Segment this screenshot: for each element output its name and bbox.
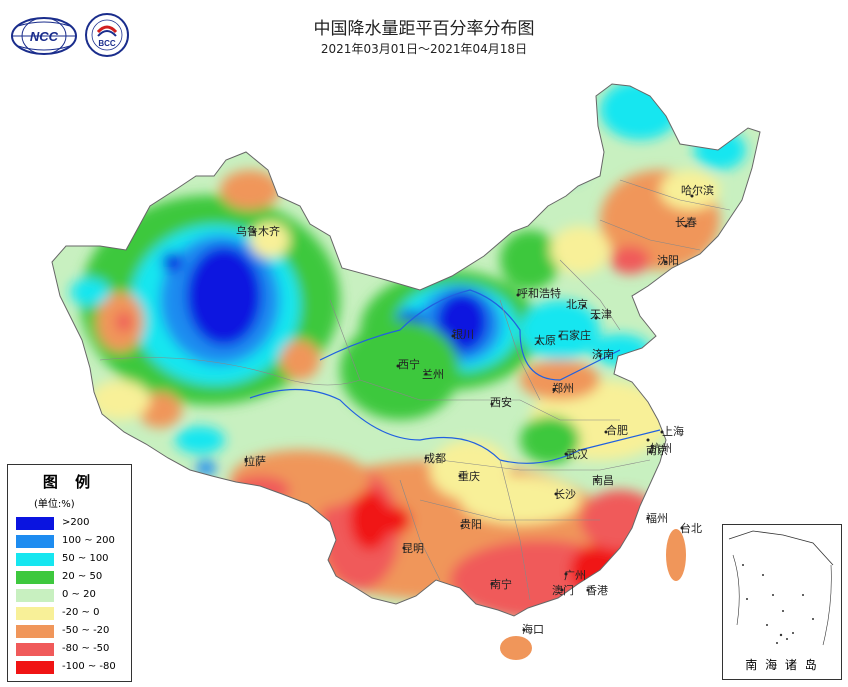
map-title: 中国降水量距平百分率分布图: [313, 19, 535, 39]
city-lanzhou: 兰州: [422, 368, 444, 381]
legend-range-label: -100 ~ -80: [62, 661, 116, 672]
legend-item: -50 ~ -20: [16, 625, 128, 639]
legend-range-label: -20 ~ 0: [62, 607, 100, 618]
legend-swatch: [16, 517, 54, 530]
legend-swatch: [16, 643, 54, 656]
china-border: [51, 83, 761, 617]
legend: 图 例 (单位:%) >200 100 ~ 200 50 ~ 100 20 ~ 50 0…: [7, 464, 132, 682]
city-guiyang: 贵阳: [460, 518, 482, 531]
city-yinchuan: 银川: [452, 327, 474, 341]
city-jinan: 济南: [592, 347, 614, 361]
city-nanning: 南宁: [490, 577, 512, 591]
legend-item: 20 ~ 50: [16, 571, 128, 585]
legend-range-label: 0 ~ 20: [62, 589, 96, 600]
city-zhengzhou: 郑州: [552, 381, 574, 395]
yellow-river: [319, 289, 621, 381]
city-hangzhou: 杭州: [650, 441, 672, 455]
legend-item: 0 ~ 20: [16, 589, 128, 603]
city-haikou: 海口: [522, 622, 544, 636]
legend-item: 100 ~ 200: [16, 535, 128, 549]
legend-range-label: >200: [62, 517, 90, 528]
city-chengdu: 成都: [424, 452, 446, 465]
legend-swatch: [16, 661, 54, 674]
svg-text:BCC: BCC: [98, 39, 116, 48]
taiwan-region: [666, 529, 686, 581]
legend-item: -20 ~ 0: [16, 607, 128, 621]
legend-item: 50 ~ 100: [16, 553, 128, 567]
inset-map: [728, 530, 834, 646]
city-kunming: 昆明: [402, 542, 424, 555]
legend-swatch: [16, 625, 54, 638]
legend-swatch: [16, 535, 54, 548]
legend-item: -80 ~ -50: [16, 643, 128, 657]
legend-swatch: [16, 571, 54, 584]
city-urumqi: 乌鲁木齐: [236, 224, 280, 238]
city-shenyang: 沈阳: [657, 253, 679, 267]
south-china-sea-inset: 南 海 诸 岛: [722, 524, 842, 680]
legend-swatch: [16, 607, 54, 620]
city-shijiazhuang: 石家庄: [558, 328, 591, 342]
city-labels: 哈尔滨 长春 沈阳 乌鲁木齐 呼和浩特 北京 天津 银川 石家庄 太原 济南 西…: [236, 183, 714, 636]
legend-range-label: -80 ~ -50: [62, 643, 110, 654]
legend-swatch: [16, 589, 54, 602]
city-nanjing: 南京: [646, 443, 668, 457]
ncc-logo: NCC: [11, 17, 77, 55]
city-tianjin: 天津: [590, 308, 612, 321]
legend-range-label: 50 ~ 100: [62, 553, 109, 564]
yangtze-river: [249, 388, 661, 464]
legend-title: 图 例: [42, 473, 97, 491]
svg-text:NCC: NCC: [30, 29, 59, 44]
legend-item: >200: [16, 517, 128, 531]
city-hohhot: 呼和浩特: [517, 286, 561, 300]
city-hongkong: 香港: [586, 584, 608, 597]
city-xian: 西安: [490, 395, 512, 409]
city-hefei: 合肥: [606, 423, 628, 437]
city-taiyuan: 太原: [534, 334, 556, 347]
legend-item: -100 ~ -80: [16, 661, 128, 675]
city-xining: 西宁: [398, 357, 420, 371]
city-lhasa: 拉萨: [244, 454, 266, 468]
city-harbin: 哈尔滨: [681, 183, 714, 197]
legend-range-label: 100 ~ 200: [62, 535, 115, 546]
legend-unit: (单位:%): [34, 499, 75, 510]
hainan-region: [500, 636, 532, 660]
legend-range-label: -50 ~ -20: [62, 625, 110, 636]
city-fuzhou: 福州: [646, 511, 668, 525]
city-chongqing: 重庆: [458, 469, 480, 483]
city-nanchang: 南昌: [592, 474, 614, 487]
map-date-range: 2021年03月01日～2021年04月18日: [320, 42, 528, 56]
legend-range-label: 20 ~ 50: [62, 571, 103, 582]
city-shanghai: 上海: [662, 424, 684, 438]
city-macau: 澳门: [552, 583, 574, 597]
city-beijing: 北京: [566, 297, 588, 311]
bcc-logo: BCC: [85, 13, 129, 57]
legend-swatch: [16, 553, 54, 566]
city-changchun: 长春: [675, 216, 697, 229]
province-boundaries: [99, 179, 731, 601]
city-changsha: 长沙: [554, 488, 576, 501]
inset-label: 南 海 诸 岛: [745, 658, 819, 672]
city-guangzhou: 广州: [564, 569, 586, 582]
city-wuhan: 武汉: [566, 448, 588, 461]
city-taipei: 台北: [680, 521, 702, 535]
